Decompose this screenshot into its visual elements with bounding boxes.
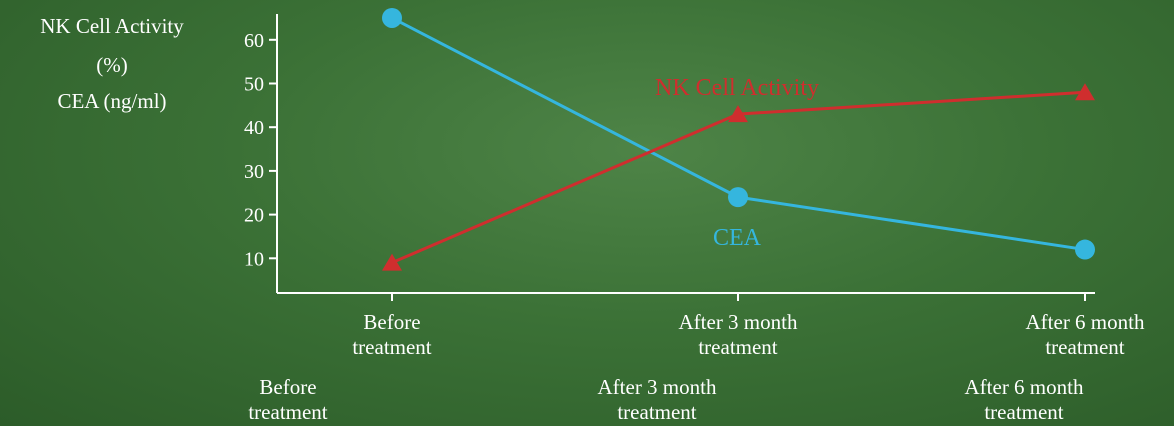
x-tick-label: Before	[363, 310, 420, 334]
data-point-nk-cell-activity	[728, 105, 748, 123]
y-tick-label: 10	[244, 248, 264, 270]
y-tick-label: 30	[244, 161, 264, 183]
bottom-label: Before	[259, 375, 316, 399]
bottom-label: treatment	[984, 400, 1063, 424]
series-label-cea: CEA	[713, 225, 762, 251]
x-tick-label: After 6 month	[1026, 310, 1145, 334]
y-axis-title-line-1: NK Cell Activity	[40, 14, 184, 38]
data-point-nk-cell-activity	[1075, 83, 1095, 101]
bottom-label: treatment	[617, 400, 696, 424]
data-point-cea	[728, 187, 748, 208]
y-axis-title: NK Cell Activity (%) CEA (ng/ml)	[40, 14, 184, 113]
bottom-label: treatment	[248, 400, 327, 424]
y-tick-label: 60	[244, 30, 264, 52]
x-tick-label: treatment	[352, 335, 431, 359]
y-axis-title-line-3: CEA (ng/ml)	[57, 89, 166, 113]
bottom-label: After 3 month	[598, 375, 717, 399]
data-point-nk-cell-activity	[382, 253, 402, 271]
y-tick-label: 20	[244, 205, 264, 227]
x-tick-label: After 3 month	[679, 310, 798, 334]
y-axis-title-line-2: (%)	[96, 53, 127, 77]
bottom-label: After 6 month	[965, 375, 1084, 399]
y-tick-label: 40	[244, 117, 264, 139]
series-line-cea	[391, 16, 1086, 252]
x-tick-label: treatment	[1045, 335, 1124, 359]
data-point-cea	[1075, 239, 1095, 260]
data-point-cea	[382, 7, 402, 28]
series-label-nk-cell-activity: NK Cell Activity	[655, 75, 819, 101]
series-layer: CEA NK Cell Activity	[382, 7, 1095, 271]
x-tick-label: treatment	[698, 335, 777, 359]
y-ticks: 10 20 30 40 50 60	[244, 30, 277, 270]
y-tick-label: 50	[244, 74, 264, 96]
